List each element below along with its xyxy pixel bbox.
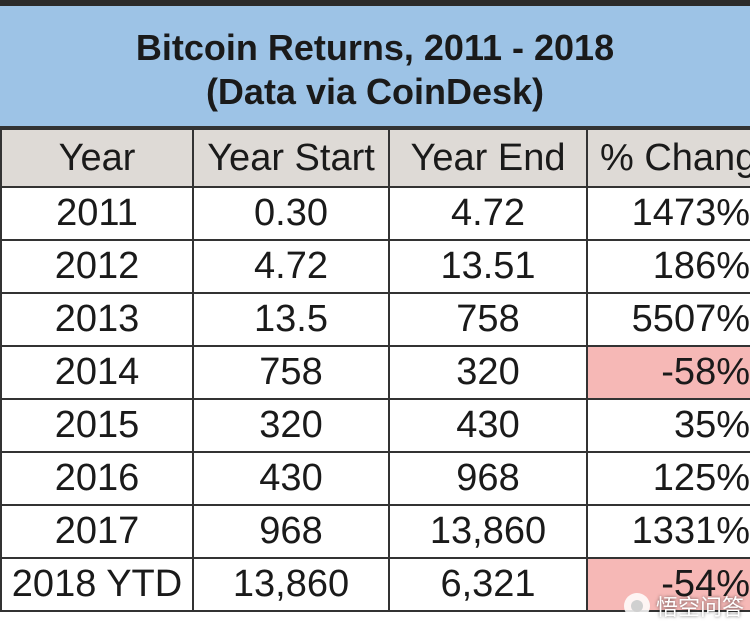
- cell-year-start: 13,860: [192, 557, 390, 612]
- title-box: Bitcoin Returns, 2011 - 2018 (Data via C…: [0, 6, 750, 128]
- cell-year: 2016: [0, 451, 194, 506]
- table-row: 2018 YTD 13,860 6,321 -54%: [0, 557, 750, 612]
- table-row: 2011 0.30 4.72 1473%: [0, 186, 750, 241]
- cell-pct-change: 1473%: [586, 186, 750, 241]
- column-header-year-start: Year Start: [192, 128, 390, 188]
- table-title: Bitcoin Returns, 2011 - 2018: [135, 27, 615, 68]
- table-subtitle: (Data via CoinDesk): [205, 71, 545, 112]
- cell-pct-change: -58%: [586, 345, 750, 400]
- table-row: 2015 320 430 35%: [0, 398, 750, 453]
- top-border: [0, 0, 750, 6]
- cell-pct-change: -54%: [586, 557, 750, 612]
- column-header-year-end: Year End: [388, 128, 588, 188]
- table-row: 2016 430 968 125%: [0, 451, 750, 506]
- cell-year-end: 6,321: [388, 557, 588, 612]
- cell-year: 2013: [0, 292, 194, 347]
- cell-year-end: 13.51: [388, 239, 588, 294]
- cell-year: 2011: [0, 186, 194, 241]
- cell-year-end: 4.72: [388, 186, 588, 241]
- table-row: 2013 13.5 758 5507%: [0, 292, 750, 347]
- cell-year-start: 758: [192, 345, 390, 400]
- table-row: 2017 968 13,860 1331%: [0, 504, 750, 559]
- wukong-logo-icon: [623, 593, 650, 619]
- watermark: 悟空问答: [623, 590, 744, 622]
- cell-pct-change: 5507%: [586, 292, 750, 347]
- cell-year: 2012: [0, 239, 194, 294]
- table-row: 2014 758 320 -58%: [0, 345, 750, 400]
- column-header-pct-change: % Chang: [586, 128, 750, 188]
- cell-year-start: 4.72: [192, 239, 390, 294]
- cell-year-start: 13.5: [192, 292, 390, 347]
- cell-year: 2015: [0, 398, 194, 453]
- table-body: 2011 0.30 4.72 1473% 2012 4.72 13.51 186% 2013 13…: [0, 186, 750, 612]
- cell-year-start: 968: [192, 504, 390, 559]
- cell-year: 2017: [0, 504, 194, 559]
- cell-year-start: 320: [192, 398, 390, 453]
- cell-pct-change: 125%: [586, 451, 750, 506]
- cell-year-end: 430: [388, 398, 588, 453]
- column-header-year: Year: [0, 128, 194, 188]
- table-row: 2012 4.72 13.51 186%: [0, 239, 750, 294]
- cell-year-end: 13,860: [388, 504, 588, 559]
- cell-year-start: 0.30: [192, 186, 390, 241]
- cell-year-end: 758: [388, 292, 588, 347]
- cell-pct-change: 186%: [586, 239, 750, 294]
- header-row: Year Year Start Year End % Chang: [0, 128, 750, 188]
- cell-year: 2018 YTD: [0, 557, 194, 612]
- watermark-text: 悟空问答: [655, 595, 744, 620]
- cell-year-end: 968: [388, 451, 588, 506]
- cell-year-start: 430: [192, 451, 390, 506]
- cell-pct-change: 35%: [586, 398, 750, 453]
- cell-year: 2014: [0, 345, 194, 400]
- cell-pct-change: 1331%: [586, 504, 750, 559]
- cell-year-end: 320: [388, 345, 588, 400]
- returns-table: Year Year Start Year End % Chang 2011 0.3…: [0, 128, 750, 612]
